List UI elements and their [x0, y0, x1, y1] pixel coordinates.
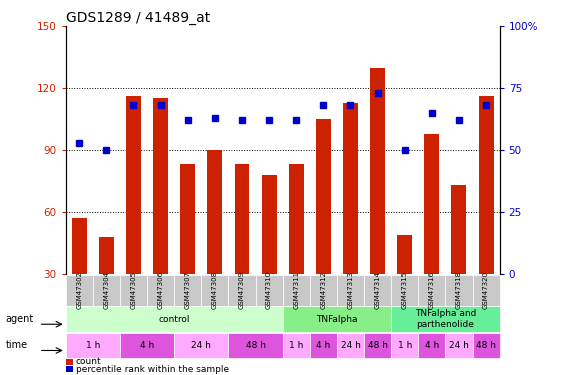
Bar	[126, 96, 141, 336]
Text: GSM47318: GSM47318	[456, 271, 462, 309]
Text: 24 h: 24 h	[191, 341, 211, 350]
Bar	[289, 164, 304, 336]
Bar	[72, 218, 87, 336]
Bar	[343, 103, 358, 336]
Text: agent: agent	[6, 314, 34, 324]
Text: control: control	[158, 315, 190, 324]
Text: GSM47309: GSM47309	[239, 271, 245, 309]
Bar	[180, 164, 195, 336]
Text: 4 h: 4 h	[316, 341, 331, 350]
Text: TNFalpha and
parthenolide: TNFalpha and parthenolide	[415, 309, 476, 329]
Text: 48 h: 48 h	[476, 341, 496, 350]
Text: GSM47305: GSM47305	[130, 271, 136, 309]
Text: GSM47308: GSM47308	[212, 271, 218, 309]
Bar	[478, 96, 493, 336]
Text: GSM47307: GSM47307	[184, 271, 191, 309]
Text: GSM47304: GSM47304	[103, 271, 110, 309]
Bar	[235, 164, 250, 336]
Text: 4 h: 4 h	[140, 341, 154, 350]
Text: 48 h: 48 h	[368, 341, 388, 350]
Bar	[262, 175, 276, 336]
Text: GSM47311: GSM47311	[293, 271, 299, 309]
Text: 48 h: 48 h	[246, 341, 266, 350]
Bar	[99, 237, 114, 336]
Bar	[207, 150, 222, 336]
Text: GSM47314: GSM47314	[375, 271, 381, 309]
Text: GSM47313: GSM47313	[347, 271, 353, 309]
Text: 1 h: 1 h	[86, 341, 100, 350]
Text: GSM47316: GSM47316	[429, 271, 435, 309]
Text: 1 h: 1 h	[397, 341, 412, 350]
Bar	[424, 134, 439, 336]
Bar	[370, 68, 385, 336]
Text: GSM47315: GSM47315	[401, 271, 408, 309]
Text: GSM47320: GSM47320	[483, 271, 489, 309]
Text: time: time	[6, 340, 28, 350]
Text: TNFalpha: TNFalpha	[316, 315, 357, 324]
Bar	[316, 119, 331, 336]
Text: GSM47302: GSM47302	[76, 271, 82, 309]
Text: 4 h: 4 h	[425, 341, 439, 350]
Text: GDS1289 / 41489_at: GDS1289 / 41489_at	[66, 11, 210, 25]
Bar	[397, 235, 412, 336]
Text: GSM47306: GSM47306	[158, 271, 164, 309]
Text: GSM47310: GSM47310	[266, 271, 272, 309]
Bar	[153, 99, 168, 336]
Text: count: count	[76, 357, 102, 366]
Text: 1 h: 1 h	[289, 341, 303, 350]
Text: percentile rank within the sample: percentile rank within the sample	[76, 364, 229, 374]
Text: GSM47312: GSM47312	[320, 271, 327, 309]
Text: 24 h: 24 h	[340, 341, 360, 350]
Text: 24 h: 24 h	[449, 341, 469, 350]
Bar	[452, 185, 467, 336]
